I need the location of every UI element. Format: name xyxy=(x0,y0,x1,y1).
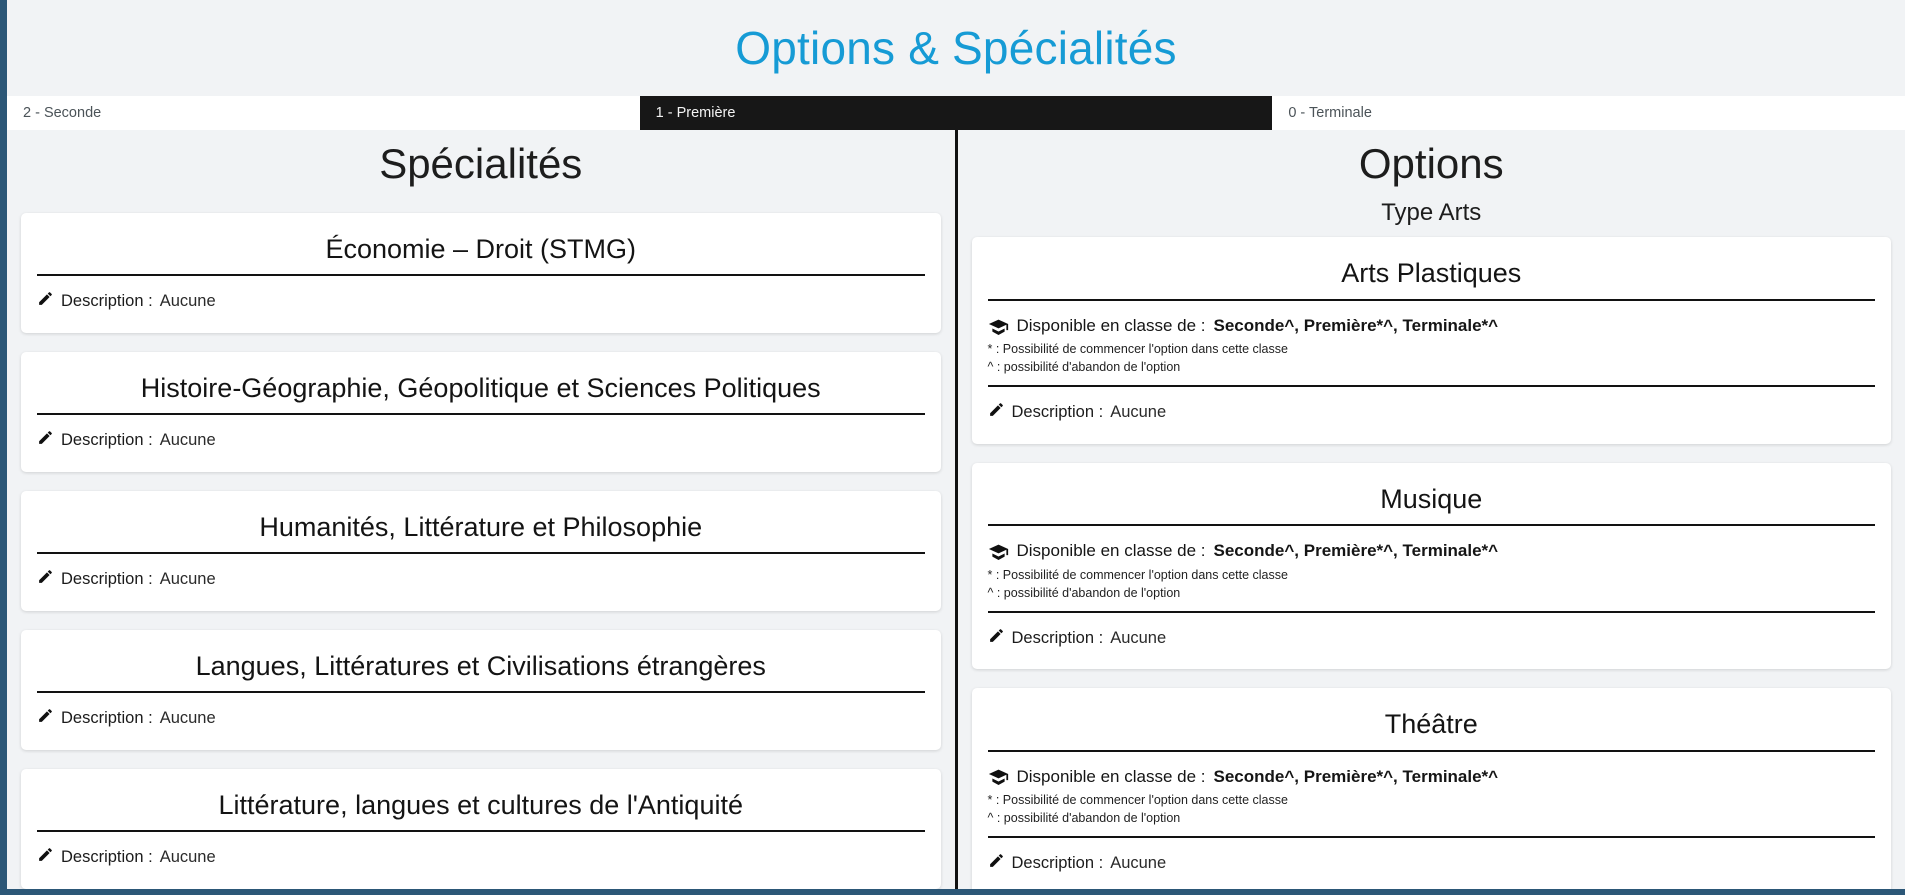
description-label: Description : xyxy=(61,848,153,867)
specialite-title: Langues, Littératures et Civilisations é… xyxy=(195,650,766,681)
availability-label: Disponible en classe de : xyxy=(1016,316,1206,336)
card-divider xyxy=(37,274,925,277)
option-availability-line: Disponible en classe de : Seconde^, Prem… xyxy=(988,315,1876,337)
option-footnotes: * : Possibilité de commencer l'option da… xyxy=(988,791,1876,827)
specialite-card[interactable]: Histoire-Géographie, Géopolitique et Sci… xyxy=(21,351,941,472)
description-label: Description : xyxy=(1011,628,1104,647)
description-label: Description : xyxy=(1011,854,1104,873)
option-card[interactable]: Théâtre Disponible en classe de : Second… xyxy=(971,688,1891,889)
footnote-caret: ^ : possibilité d'abandon de l'option xyxy=(987,810,1181,825)
card-inner-divider xyxy=(987,385,1875,388)
specialite-description-line: Description : Aucune xyxy=(37,429,925,451)
specialite-title: Économie – Droit (STMG) xyxy=(325,233,637,264)
option-description-line: Description : Aucune xyxy=(988,627,1876,649)
card-inner-divider xyxy=(987,836,1875,839)
footnote-star: * : Possibilité de commencer l'option da… xyxy=(987,342,1288,357)
specialite-description-line: Description : Aucune xyxy=(37,707,925,729)
availability-classes: Seconde^, Première*^, Terminale*^ xyxy=(1213,541,1499,561)
content-columns: Spécialités Économie – Droit (STMG) Desc… xyxy=(7,130,1905,889)
option-footnotes: * : Possibilité de commencer l'option da… xyxy=(988,340,1876,376)
card-divider xyxy=(987,749,1875,752)
availability-classes: Seconde^, Première*^, Terminale*^ xyxy=(1213,766,1499,786)
specialites-heading: Spécialités xyxy=(379,140,583,187)
availability-classes: Seconde^, Première*^, Terminale*^ xyxy=(1213,316,1499,336)
card-divider xyxy=(987,299,1875,302)
pencil-icon xyxy=(37,846,54,863)
graduation-cap-icon xyxy=(988,766,1009,787)
footnote-caret: ^ : possibilité d'abandon de l'option xyxy=(987,585,1181,600)
description-value: Aucune xyxy=(159,292,216,311)
options-heading: Options xyxy=(1358,140,1504,187)
specialite-description-line: Description : Aucune xyxy=(37,846,925,868)
specialite-card[interactable]: Humanités, Littérature et Philosophie De… xyxy=(21,490,941,611)
card-divider xyxy=(37,413,925,416)
specialite-title: Littérature, langues et cultures de l'An… xyxy=(218,789,743,820)
card-divider xyxy=(987,524,1875,527)
description-label: Description : xyxy=(61,431,153,450)
tab-premiere-label: 1 - Première xyxy=(655,105,736,121)
tab-seconde-label: 2 - Seconde xyxy=(23,105,102,121)
page-title: Options & Spécialités xyxy=(735,22,1177,74)
option-availability-line: Disponible en classe de : Seconde^, Prem… xyxy=(988,766,1876,788)
description-value: Aucune xyxy=(1110,628,1167,647)
heading-spacer xyxy=(21,191,941,213)
graduation-cap-icon xyxy=(988,541,1009,562)
tab-terminale-label: 0 - Terminale xyxy=(1288,105,1372,121)
card-divider xyxy=(37,691,925,694)
footnote-star: * : Possibilité de commencer l'option da… xyxy=(987,792,1288,807)
pencil-icon xyxy=(988,627,1005,644)
card-divider xyxy=(37,552,925,555)
specialite-card[interactable]: Littérature, langues et cultures de l'An… xyxy=(21,768,941,889)
option-title: Théâtre xyxy=(1384,709,1478,740)
option-title: Musique xyxy=(1380,483,1483,514)
specialite-card[interactable]: Économie – Droit (STMG) Description : Au… xyxy=(21,212,941,333)
pencil-icon xyxy=(37,429,54,446)
pencil-icon xyxy=(37,707,54,724)
pencil-icon xyxy=(37,568,54,585)
specialite-card[interactable]: Langues, Littératures et Civilisations é… xyxy=(21,629,941,750)
graduation-cap-icon xyxy=(988,316,1009,337)
specialite-description-line: Description : Aucune xyxy=(37,568,925,590)
specialite-description-line: Description : Aucune xyxy=(37,290,925,312)
pencil-icon xyxy=(37,290,54,307)
tab-terminale[interactable]: 0 - Terminale xyxy=(1272,96,1905,130)
option-description-line: Description : Aucune xyxy=(988,852,1876,874)
description-value: Aucune xyxy=(159,431,216,450)
options-column: Options Type Arts Arts Plastiques Dispon… xyxy=(954,130,1905,889)
option-card[interactable]: Musique Disponible en classe de : Second… xyxy=(971,462,1891,670)
option-title: Arts Plastiques xyxy=(1341,258,1522,289)
option-card[interactable]: Arts Plastiques Disponible en classe de … xyxy=(971,237,1891,444)
page-header: Options & Spécialités xyxy=(7,0,1905,96)
class-level-tab-bar: 2 - Seconde 1 - Première 0 - Terminale xyxy=(7,96,1905,130)
description-label: Description : xyxy=(61,570,153,589)
specialite-title: Humanités, Littérature et Philosophie xyxy=(259,511,703,542)
card-inner-divider xyxy=(987,610,1875,613)
description-value: Aucune xyxy=(159,848,216,867)
description-label: Description : xyxy=(61,292,153,311)
description-value: Aucune xyxy=(159,570,216,589)
pencil-icon xyxy=(988,852,1005,869)
pencil-icon xyxy=(988,401,1005,418)
option-description-line: Description : Aucune xyxy=(988,401,1876,423)
description-value: Aucune xyxy=(1110,403,1167,422)
description-value: Aucune xyxy=(159,709,216,728)
options-type-subheading: Type Arts xyxy=(1381,198,1482,226)
specialite-title: Histoire-Géographie, Géopolitique et Sci… xyxy=(140,372,821,403)
description-label: Description : xyxy=(1011,403,1104,422)
footnote-caret: ^ : possibilité d'abandon de l'option xyxy=(987,360,1181,375)
footnote-star: * : Possibilité de commencer l'option da… xyxy=(987,567,1288,582)
availability-label: Disponible en classe de : xyxy=(1016,766,1206,786)
option-availability-line: Disponible en classe de : Seconde^, Prem… xyxy=(988,540,1876,562)
option-footnotes: * : Possibilité de commencer l'option da… xyxy=(988,566,1876,602)
tab-premiere[interactable]: 1 - Première xyxy=(639,96,1273,130)
specialites-column: Spécialités Économie – Droit (STMG) Desc… xyxy=(7,130,955,889)
description-value: Aucune xyxy=(1110,854,1167,873)
tab-seconde[interactable]: 2 - Seconde xyxy=(7,96,640,130)
card-divider xyxy=(37,830,925,833)
availability-label: Disponible en classe de : xyxy=(1016,541,1206,561)
description-label: Description : xyxy=(61,709,153,728)
